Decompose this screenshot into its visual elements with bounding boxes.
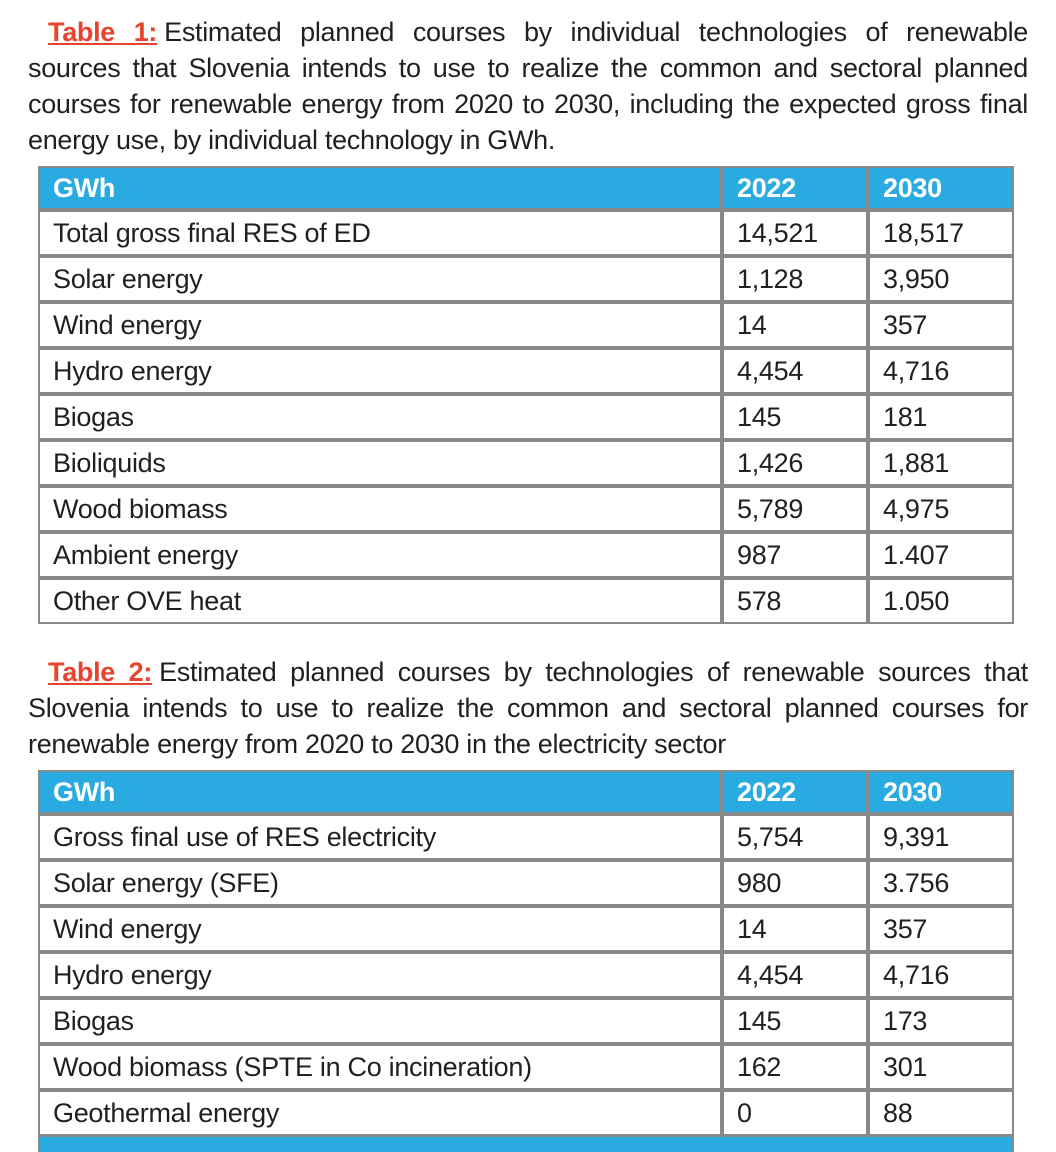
value-cell: 301 bbox=[868, 1044, 1014, 1090]
value-cell: 88 bbox=[868, 1090, 1014, 1136]
table-row: Wood biomass (SPTE in Co incineration) 16… bbox=[38, 1044, 1014, 1090]
value-cell: 181 bbox=[868, 394, 1014, 440]
table-row: Total gross final RES of ED 14,521 18,517 bbox=[38, 210, 1014, 256]
row-label-cell: Solar energy (SFE) bbox=[38, 860, 722, 906]
value-cell: 5,754 bbox=[722, 814, 868, 860]
table-row: Geothermal energy 0 88 bbox=[38, 1090, 1014, 1136]
column-header-year: 2030 bbox=[868, 770, 1014, 814]
table2-caption-label: Table 2: bbox=[48, 657, 153, 687]
value-cell: 173 bbox=[868, 998, 1014, 1044]
table1-header: GWh 2022 2030 bbox=[38, 166, 1014, 210]
value-cell: 145 bbox=[722, 998, 868, 1044]
row-label-cell: Gross final use of RES electricity bbox=[38, 814, 722, 860]
header-row: GWh 2022 2030 bbox=[38, 166, 1014, 210]
table2-header: GWh 2022 2030 bbox=[38, 770, 1014, 814]
table-row: Wind energy 14 357 bbox=[38, 906, 1014, 952]
table1-body: Total gross final RES of ED 14,521 18,517 S… bbox=[38, 210, 1014, 624]
row-label-cell: Wind energy bbox=[38, 302, 722, 348]
row-label-cell: Biogas bbox=[38, 394, 722, 440]
value-cell: 9,391 bbox=[868, 814, 1014, 860]
row-label-cell: Other OVE heat bbox=[38, 578, 722, 624]
value-cell: 1,426 bbox=[722, 440, 868, 486]
value-cell: 3,950 bbox=[868, 256, 1014, 302]
row-label-cell: Biogas bbox=[38, 998, 722, 1044]
table-row: Wood biomass 5,789 4,975 bbox=[38, 486, 1014, 532]
table1-caption-text: Estimated planned courses by individual … bbox=[28, 17, 1028, 155]
value-cell: 4,454 bbox=[722, 348, 868, 394]
row-label-cell: Wood biomass (SPTE in Co incineration) bbox=[38, 1044, 722, 1090]
value-cell: 3.756 bbox=[868, 860, 1014, 906]
value-cell: 5,789 bbox=[722, 486, 868, 532]
value-cell: 0 bbox=[722, 1090, 868, 1136]
row-label-cell: Hydro energy bbox=[38, 952, 722, 998]
value-cell: 357 bbox=[868, 906, 1014, 952]
value-cell: 145 bbox=[722, 394, 868, 440]
row-label-cell: Solar energy bbox=[38, 256, 722, 302]
table2-body: Gross final use of RES electricity 5,754 9… bbox=[38, 814, 1014, 1136]
table1-caption: Table 1: Estimated planned courses by ind… bbox=[28, 14, 1028, 158]
value-cell: 4,716 bbox=[868, 952, 1014, 998]
value-cell: 162 bbox=[722, 1044, 868, 1090]
table2-electricity-sector: GWh 2022 2030 Gross final use of RES elect… bbox=[38, 770, 1014, 1136]
table-row: Biogas 145 173 bbox=[38, 998, 1014, 1044]
column-header-unit: GWh bbox=[38, 770, 722, 814]
column-header-year: 2022 bbox=[722, 166, 868, 210]
table1-caption-label: Table 1: bbox=[48, 17, 158, 47]
value-cell: 1.050 bbox=[868, 578, 1014, 624]
table-row: Hydro energy 4,454 4,716 bbox=[38, 348, 1014, 394]
value-cell: 4,716 bbox=[868, 348, 1014, 394]
row-label-cell: Wind energy bbox=[38, 906, 722, 952]
row-label-cell: Bioliquids bbox=[38, 440, 722, 486]
value-cell: 1,881 bbox=[868, 440, 1014, 486]
value-cell: 14 bbox=[722, 302, 868, 348]
column-header-year: 2022 bbox=[722, 770, 868, 814]
table-row: Hydro energy 4,454 4,716 bbox=[38, 952, 1014, 998]
table-row: Solar energy 1,128 3,950 bbox=[38, 256, 1014, 302]
row-label-cell: Wood biomass bbox=[38, 486, 722, 532]
table-row: Bioliquids 1,426 1,881 bbox=[38, 440, 1014, 486]
table1-renewable-technologies: GWh 2022 2030 Total gross final RES of ED 1… bbox=[38, 166, 1014, 624]
row-label-cell: Ambient energy bbox=[38, 532, 722, 578]
value-cell: 980 bbox=[722, 860, 868, 906]
column-header-year: 2030 bbox=[868, 166, 1014, 210]
value-cell: 357 bbox=[868, 302, 1014, 348]
row-label-cell: Geothermal energy bbox=[38, 1090, 722, 1136]
header-row: GWh 2022 2030 bbox=[38, 770, 1014, 814]
table2-caption-text: Estimated planned courses by technologie… bbox=[28, 657, 1029, 759]
value-cell: 987 bbox=[722, 532, 868, 578]
table-row: Biogas 145 181 bbox=[38, 394, 1014, 440]
value-cell: 14 bbox=[722, 906, 868, 952]
row-label-cell: Hydro energy bbox=[38, 348, 722, 394]
value-cell: 14,521 bbox=[722, 210, 868, 256]
table-row: Ambient energy 987 1.407 bbox=[38, 532, 1014, 578]
column-header-unit: GWh bbox=[38, 166, 722, 210]
table-row: Wind energy 14 357 bbox=[38, 302, 1014, 348]
value-cell: 4,975 bbox=[868, 486, 1014, 532]
value-cell: 1,128 bbox=[722, 256, 868, 302]
table-row: Other OVE heat 578 1.050 bbox=[38, 578, 1014, 624]
value-cell: 4,454 bbox=[722, 952, 868, 998]
table-row: Solar energy (SFE) 980 3.756 bbox=[38, 860, 1014, 906]
value-cell: 1.407 bbox=[868, 532, 1014, 578]
value-cell: 578 bbox=[722, 578, 868, 624]
value-cell: 18,517 bbox=[868, 210, 1014, 256]
table2-caption: Table 2: Estimated planned courses by tec… bbox=[28, 654, 1028, 762]
cropped-next-table-header-bar bbox=[38, 1135, 1014, 1152]
row-label-cell: Total gross final RES of ED bbox=[38, 210, 722, 256]
table-row: Gross final use of RES electricity 5,754 9… bbox=[38, 814, 1014, 860]
